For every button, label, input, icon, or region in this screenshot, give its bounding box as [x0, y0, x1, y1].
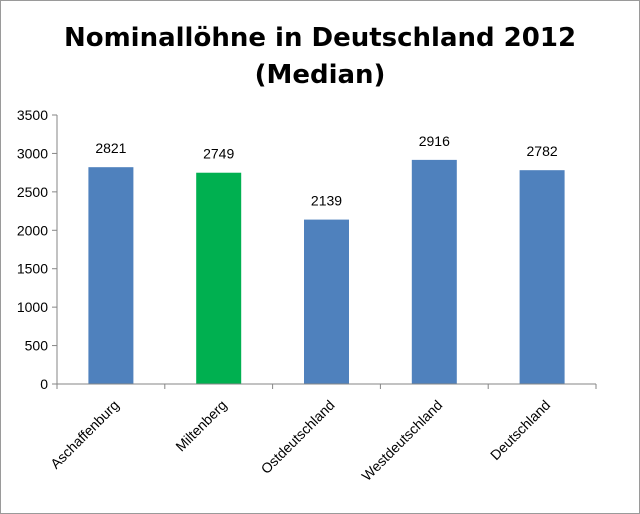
y-tick-label: 1500 [17, 261, 48, 277]
y-tick-label: 3000 [17, 145, 48, 161]
data-label: 2139 [311, 193, 342, 209]
bar-westdeutschland [411, 159, 457, 384]
y-tick-label: 1000 [17, 299, 48, 315]
x-category-label: Ostdeutschland [258, 397, 338, 477]
y-tick-label: 0 [40, 376, 48, 392]
x-axis: Aschaffenburg Miltenberg Ostdeutschland Wes… [47, 383, 597, 484]
y-tick-label: 2000 [17, 222, 48, 238]
y-tick-label: 500 [25, 338, 49, 354]
data-label: 2782 [527, 143, 558, 159]
y-axis: 0 500 1000 1500 2000 2500 3000 3500 [17, 107, 58, 392]
y-tick-label: 3500 [17, 107, 48, 123]
bar-ostdeutschland [304, 219, 349, 384]
x-category-label: Westdeutschland [358, 397, 445, 484]
bars: 2821 2749 2139 2916 2782 [88, 133, 565, 384]
chart-title-line-1: Nominallöhne in Deutschland 2012 [64, 23, 576, 53]
bar-deutschland [519, 170, 565, 384]
data-label: 2749 [203, 146, 234, 162]
chart-title-line-2: (Median) [255, 60, 386, 90]
bar-miltenberg [196, 172, 242, 384]
y-tick-label: 2500 [17, 184, 48, 200]
x-category-label: Miltenberg [172, 397, 230, 455]
x-category-label: Aschaffenburg [47, 397, 122, 472]
x-category-label: Deutschland [487, 397, 553, 463]
bar-aschaffenburg [88, 167, 134, 384]
data-label: 2821 [95, 140, 126, 156]
data-label: 2916 [419, 133, 450, 149]
